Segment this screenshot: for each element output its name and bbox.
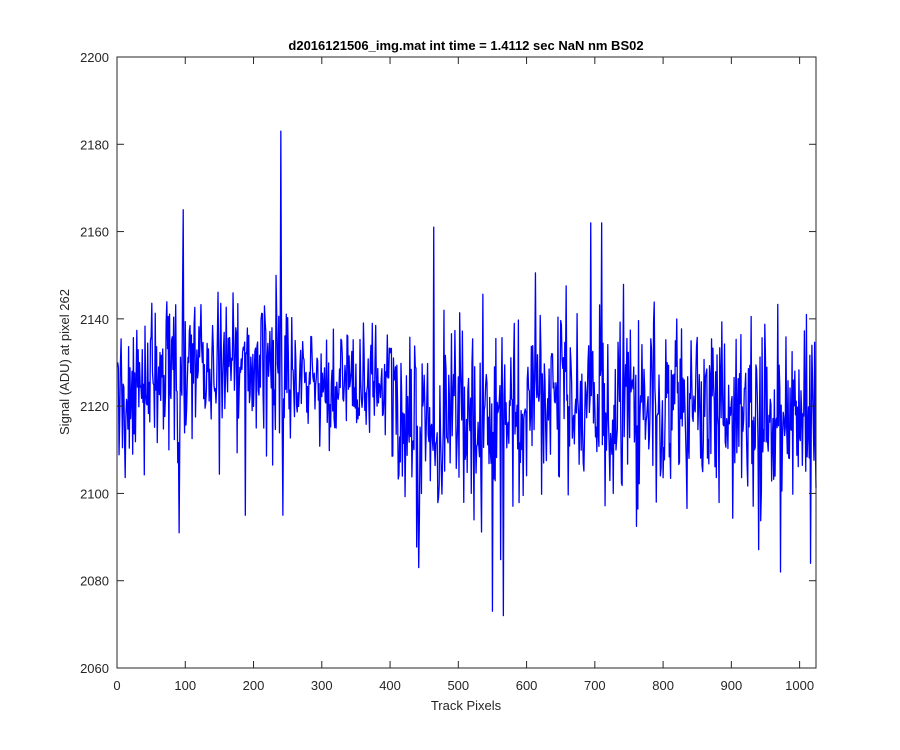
y-tick-label: 2100 [80,486,109,501]
x-axis: 0 100 200 300 400 500 600 700 800 900 1000 [113,57,814,693]
x-tick-label: 300 [311,678,333,693]
x-tick-label: 400 [379,678,401,693]
y-axis-label: Signal (ADU) at pixel 262 [57,289,72,435]
x-axis-label: Track Pixels [431,698,502,713]
x-tick-label: 700 [584,678,606,693]
x-tick-label: 100 [174,678,196,693]
y-tick-label: 2120 [80,399,109,414]
x-tick-label: 0 [113,678,120,693]
x-tick-label: 1000 [785,678,814,693]
x-tick-label: 200 [243,678,265,693]
x-tick-label: 800 [652,678,674,693]
y-tick-label: 2160 [80,225,109,240]
y-tick-label: 2180 [80,137,109,152]
data-layer [117,130,817,617]
x-tick-label: 600 [516,678,538,693]
x-tick-label: 900 [721,678,743,693]
y-tick-label: 2140 [80,312,109,327]
y-tick-label: 2200 [80,50,109,65]
signal-series-line [117,130,817,617]
y-axis: 2060 2080 2100 2120 2140 2160 2180 2200 [80,50,816,676]
axes-box [116,56,817,669]
x-tick-label: 500 [447,678,469,693]
chart-title: d2016121506_img.mat int time = 1.4112 se… [288,38,643,53]
y-tick-label: 2060 [80,661,109,676]
y-tick-label: 2080 [80,574,109,589]
